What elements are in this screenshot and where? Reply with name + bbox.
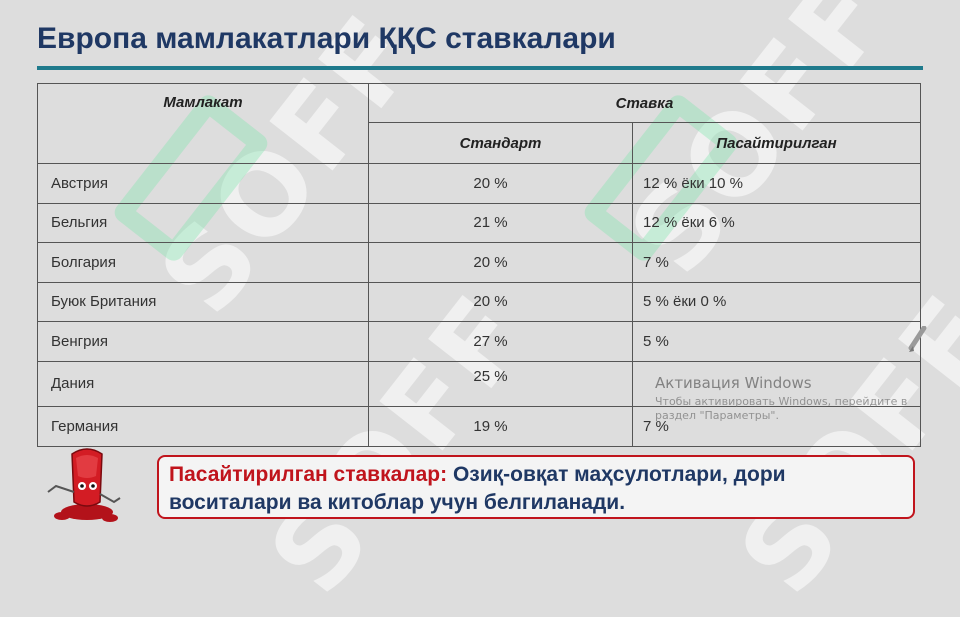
standard-rate-cell: 21 %: [368, 202, 633, 243]
country-cell: Дания: [37, 360, 369, 407]
country-cell: Австрия: [37, 163, 369, 204]
reduced-rates-note: Пасайтирилган ставкалар: Озиқ-овқат маҳс…: [157, 455, 915, 519]
standard-rate-cell: 20 %: [368, 242, 633, 283]
table-row: Дания 25 %: [37, 360, 921, 407]
note-keyword: Пасайтирилган ставкалар:: [169, 463, 448, 486]
standard-rate-cell: 20 %: [368, 163, 633, 204]
page-title: Европа мамлакатлари ҚҚС ставкалари: [37, 22, 616, 55]
reduced-rate-cell: 5 %: [632, 321, 921, 362]
reduced-rate-cell: 5 % ёки 0 %: [632, 281, 921, 322]
reduced-rate-cell: 7 %: [632, 242, 921, 283]
vat-rates-table: Мамлакат Ставка Стандарт Пасайтирилган А…: [37, 83, 921, 447]
header-rate: Ставка: [368, 83, 921, 123]
note-text: Озиқ-овқат маҳсулотлари, дори воситалари…: [169, 463, 786, 514]
country-cell: Венгрия: [37, 321, 369, 362]
table-row: Австрия 20 % 12 % ёки 10 %: [37, 163, 921, 204]
reduced-rate-cell: 12 % ёки 6 %: [632, 202, 921, 243]
table-row: Германия 19 % 7 %: [37, 406, 921, 447]
header-reduced: Пасайтирилган: [632, 122, 921, 164]
reduced-rate-cell: [632, 360, 921, 407]
reduced-rate-cell: 12 % ёки 10 %: [632, 163, 921, 204]
standard-rate-cell: 25 %: [368, 360, 633, 407]
header-country: Мамлакат: [37, 83, 369, 164]
country-cell: Болгария: [37, 242, 369, 283]
table-row: Болгария 20 % 7 %: [37, 242, 921, 283]
pencil-icon[interactable]: [907, 326, 927, 358]
standard-rate-cell: 19 %: [368, 406, 633, 447]
mascot-character-icon: [47, 448, 121, 522]
standard-rate-cell: 20 %: [368, 281, 633, 322]
table-row: Буюк Британия 20 % 5 % ёки 0 %: [37, 281, 921, 322]
country-cell: Германия: [37, 406, 369, 447]
standard-rate-cell: 27 %: [368, 321, 633, 362]
table-row: Венгрия 27 % 5 %: [37, 321, 921, 362]
table-row: Бельгия 21 % 12 % ёки 6 %: [37, 202, 921, 243]
title-underline: [37, 66, 923, 70]
country-cell: Буюк Британия: [37, 281, 369, 322]
country-cell: Бельгия: [37, 202, 369, 243]
reduced-rate-cell: 7 %: [632, 406, 921, 447]
header-standard: Стандарт: [368, 122, 633, 164]
